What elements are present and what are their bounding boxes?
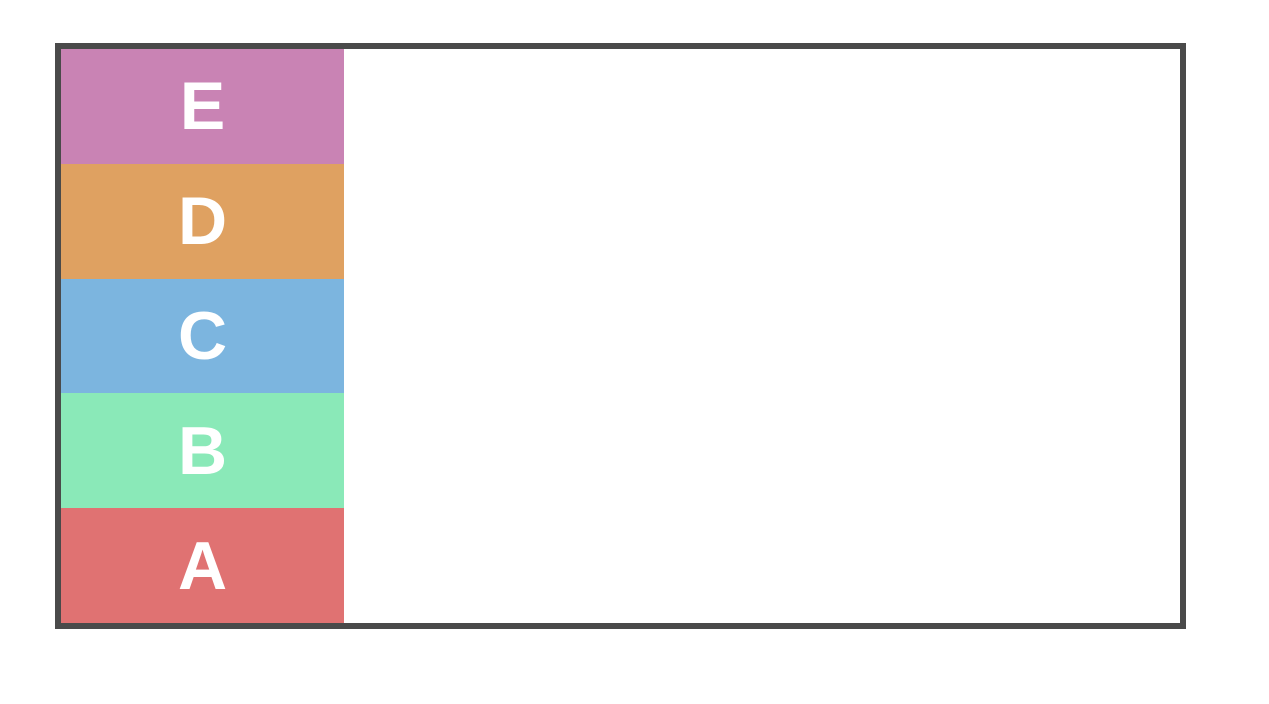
tier-label-c[interactable]: C: [61, 278, 344, 394]
tier-drop-zone-e[interactable]: [344, 49, 1180, 164]
tier-label-text: D: [177, 183, 228, 260]
tier-drop-zone-b[interactable]: [344, 393, 1180, 509]
tier-label-e[interactable]: E: [61, 49, 344, 164]
tier-label-text: E: [179, 68, 226, 145]
tier-row: C: [61, 278, 1180, 394]
tier-label-d[interactable]: D: [61, 163, 344, 279]
tier-label-text: A: [177, 527, 228, 604]
tier-drop-zone-c[interactable]: [344, 278, 1180, 394]
tier-drop-zone-d[interactable]: [344, 163, 1180, 279]
tier-label-a[interactable]: A: [61, 508, 344, 623]
tier-row: B: [61, 393, 1180, 509]
tier-list: E D C B A: [55, 43, 1186, 629]
tier-drop-zone-a[interactable]: [344, 508, 1180, 623]
tier-row: E: [61, 49, 1180, 164]
tier-label-b[interactable]: B: [61, 393, 344, 509]
tier-label-text: B: [177, 412, 228, 489]
tier-label-text: C: [177, 297, 228, 374]
tier-row: D: [61, 163, 1180, 279]
tier-row: A: [61, 508, 1180, 623]
